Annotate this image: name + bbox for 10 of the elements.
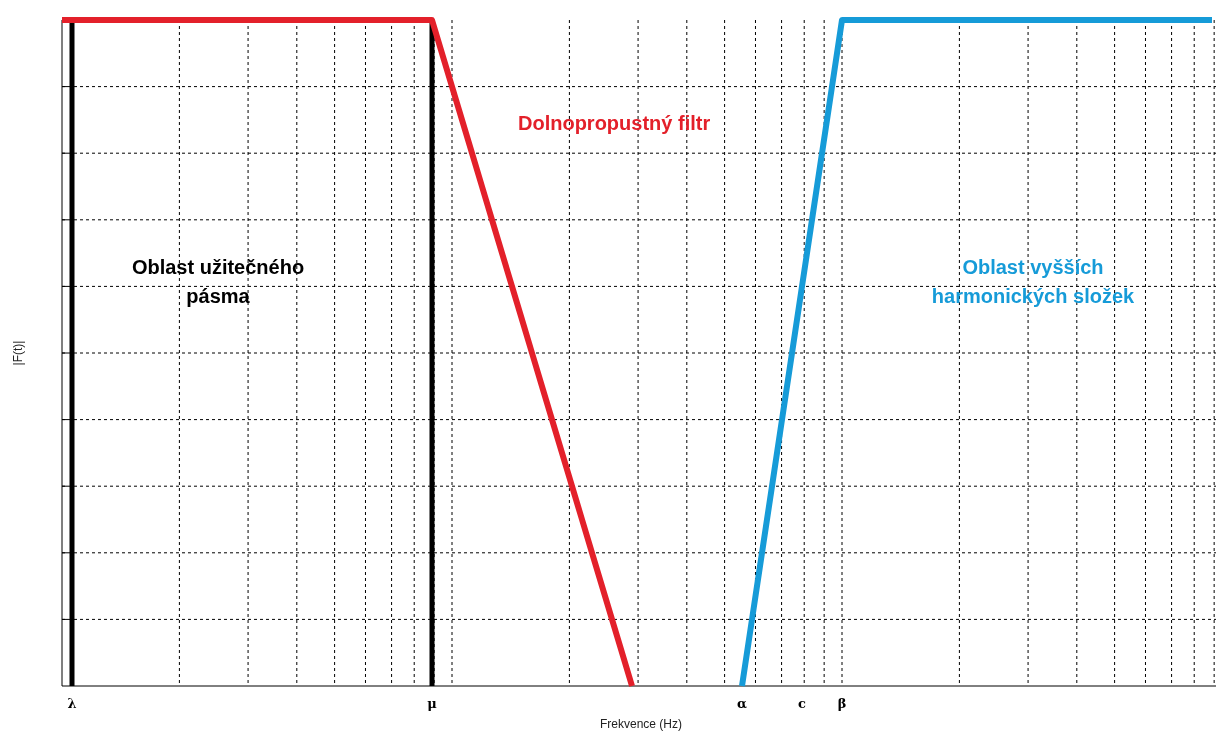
x-tick-label: λ	[67, 696, 77, 711]
x-tick-label: α	[736, 696, 748, 711]
y-axis-title: |F(t)|	[11, 340, 25, 366]
text: Dolnopropustný filtr	[518, 112, 711, 134]
x-tick-label: β	[837, 696, 847, 711]
x-axis-title: Frekvence (Hz)	[599, 717, 683, 731]
text: Oblast vyšších harmonických složek	[931, 256, 1136, 307]
annotation: Oblast užitečného pásma	[131, 256, 305, 307]
x-tick-label: μ	[427, 696, 438, 711]
x-tick-label: c	[798, 696, 807, 711]
